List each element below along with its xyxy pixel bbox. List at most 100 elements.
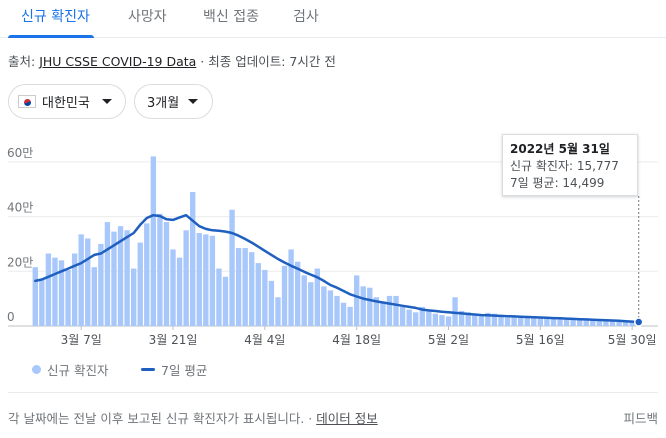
region-dropdown[interactable]: 대한민국 — [8, 84, 126, 119]
x-tick-label: 4월 4일 — [244, 333, 285, 347]
bar — [32, 267, 38, 326]
bar — [609, 321, 616, 326]
active-tab-indicator — [8, 35, 94, 38]
bar — [557, 318, 563, 326]
y-tick-label: 60만 — [7, 146, 33, 160]
tooltip-date: 2022년 5월 31일 — [510, 142, 610, 156]
bar — [485, 312, 491, 326]
cases-chart[interactable]: 0 20만 40만 60만 3월 7일 3월 21일 4월 4일 4월 18일 5월 2일 5월… — [0, 0, 666, 360]
footer-text: 각 날짜에는 전날 이후 보고된 신규 확진자가 표시됩니다. — [8, 411, 305, 426]
bar — [393, 295, 399, 326]
bar — [294, 261, 301, 326]
last-updated: · 최종 업데이트: 7시간 전 — [196, 54, 336, 69]
footer-divider — [8, 392, 658, 393]
seven-day-average-line — [34, 213, 640, 324]
bar — [327, 290, 334, 326]
footer-separator: · — [304, 411, 317, 426]
tooltip-average: 7일 평균: 14,499 — [510, 176, 605, 190]
bar — [117, 226, 124, 326]
bar — [229, 209, 235, 326]
bar — [170, 249, 176, 326]
bar — [98, 243, 104, 326]
bar — [413, 312, 419, 326]
tab-new-cases[interactable]: 신규 확진자 — [21, 9, 90, 25]
bar — [517, 317, 524, 326]
bar — [498, 316, 504, 326]
bar — [78, 234, 84, 326]
data-info-link[interactable]: 데이터 정보 — [316, 411, 378, 426]
tab-bar: 신규 확진자 사망자 백신 접종 검사 — [0, 0, 666, 38]
bar — [445, 316, 452, 326]
period-dropdown-label: 3개월 — [147, 96, 180, 111]
bar — [334, 295, 340, 326]
bar — [203, 234, 209, 326]
bar — [603, 320, 609, 326]
bar — [104, 222, 111, 326]
bar — [275, 297, 281, 326]
x-tick-label: 5월 2일 — [428, 333, 469, 347]
source-link[interactable]: JHU CSSE COVID-19 Data — [39, 54, 197, 69]
bar — [242, 248, 248, 326]
tab-deaths[interactable]: 사망자 — [128, 9, 167, 25]
tooltip-cases: 신규 확진자: 15,777 — [510, 159, 619, 173]
bar — [255, 263, 261, 326]
bar — [367, 287, 373, 326]
bar — [596, 319, 603, 326]
bar — [590, 320, 596, 326]
chevron-down-icon — [188, 99, 199, 104]
bar — [347, 306, 353, 326]
bar — [111, 231, 117, 326]
bar — [511, 316, 517, 326]
source-prefix: 출처: — [8, 54, 40, 69]
bar — [176, 257, 183, 326]
bar — [439, 315, 445, 326]
bar — [249, 252, 255, 326]
bar — [353, 275, 360, 326]
bar — [222, 276, 229, 326]
bar — [52, 257, 58, 326]
bar — [321, 286, 327, 326]
bar — [531, 318, 537, 326]
bar — [308, 282, 314, 326]
bar — [190, 191, 196, 326]
bar — [616, 321, 622, 326]
bar — [629, 321, 635, 326]
legend-item-average: 7일 평균 — [141, 360, 207, 379]
x-axis-labels: 3월 7일 3월 21일 4월 4일 4월 18일 5월 2일 5월 16일 5월 30일 — [61, 326, 657, 347]
bar — [465, 312, 471, 326]
bar — [406, 309, 412, 326]
bar — [235, 248, 242, 326]
bar — [209, 235, 216, 326]
x-tick-label: 5월 30일 — [608, 333, 657, 347]
chevron-down-icon — [101, 99, 112, 104]
period-dropdown[interactable]: 3개월 — [134, 84, 213, 119]
y-tick-label: 20만 — [7, 255, 33, 269]
bar — [124, 230, 130, 326]
legend-cases-label: 신규 확진자 — [47, 363, 109, 378]
bar — [281, 265, 288, 326]
source-line: 출처: JHU CSSE COVID-19 Data · 최종 업데이트: 7시… — [8, 51, 336, 70]
feedback-link[interactable]: 피드백 — [623, 411, 658, 426]
bar-dot-icon — [32, 365, 41, 374]
bar — [426, 309, 432, 326]
region-dropdown-label: 대한민국 — [42, 96, 90, 111]
bar — [432, 313, 439, 326]
tab-tests[interactable]: 검사 — [293, 9, 319, 25]
bar — [563, 319, 570, 326]
bar — [458, 310, 465, 326]
hover-point — [633, 317, 644, 327]
tab-vaccinations[interactable]: 백신 접종 — [203, 9, 259, 25]
bar — [340, 302, 347, 326]
bar — [137, 242, 143, 326]
bars-series — [32, 156, 642, 326]
bar — [386, 295, 393, 326]
bar — [478, 316, 484, 326]
bar — [380, 301, 386, 326]
footer-note: 각 날짜에는 전날 이후 보고된 신규 확진자가 표시됩니다. · 데이터 정보 — [8, 408, 378, 427]
bar — [268, 280, 275, 326]
bar — [71, 253, 78, 326]
bar — [577, 319, 583, 326]
bar — [65, 269, 71, 326]
bar — [524, 315, 530, 326]
legend-average-label: 7일 평균 — [161, 363, 208, 378]
